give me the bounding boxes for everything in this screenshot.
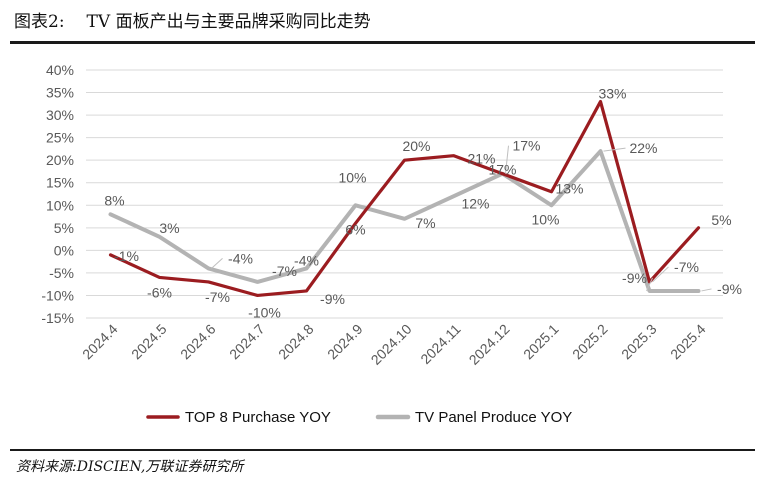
label-leader-lines: [211, 145, 712, 292]
x-tick-label: 2024.7: [226, 321, 268, 363]
gridlines: [86, 69, 723, 319]
legend: TOP 8 Purchase YOY TV Panel Produce YOY: [146, 409, 572, 426]
label-leader: [701, 288, 712, 292]
data-labels: -1%-6% -7%-10%-9%6%20%21%17%13%33%-7%5%8%…: [104, 86, 742, 321]
figure-title-block: 图表2: TV 面板产出与主要品牌采购同比走势: [14, 7, 371, 32]
data-label: -7%: [272, 263, 297, 279]
y-tick-label: -15%: [41, 310, 74, 326]
bottom-rule: [10, 449, 755, 451]
data-label: -10%: [248, 304, 281, 320]
y-tick-label: 25%: [46, 130, 74, 146]
data-label: -1%: [114, 248, 139, 264]
data-label: 7%: [415, 215, 435, 231]
data-label: 22%: [629, 140, 657, 156]
x-tick-label: 2024.4: [79, 321, 121, 363]
legend-entry-label: TV Panel Produce YOY: [415, 409, 572, 426]
y-tick-label: 0%: [54, 242, 74, 258]
data-label: -9%: [717, 281, 742, 297]
data-label: 33%: [598, 86, 626, 102]
y-tick-label: 15%: [46, 175, 74, 191]
label-leader: [603, 147, 626, 152]
data-label: 17%: [512, 138, 540, 154]
x-tick-label: 2024.6: [177, 321, 219, 363]
y-tick-label: 30%: [46, 107, 74, 123]
series-line-top8-purchase: [108, 99, 701, 298]
top-rule: [10, 41, 755, 44]
y-tick-label: 40%: [46, 62, 74, 78]
x-tick-label: 2024.8: [275, 321, 317, 363]
data-label: 21%: [467, 151, 495, 167]
figure-label: 图表2:: [14, 12, 65, 32]
x-tick-label: 2025.3: [618, 321, 660, 363]
label-leader: [652, 266, 669, 283]
x-tick-label: 2024.5: [128, 321, 170, 363]
series-lines: [108, 99, 701, 298]
data-label: 12%: [461, 195, 489, 211]
legend-entry-label: TOP 8 Purchase YOY: [185, 409, 331, 426]
data-label: 13%: [555, 181, 583, 197]
y-tick-label: -10%: [41, 287, 74, 303]
y-tick-label: -5%: [49, 265, 74, 281]
y-axis-ticks: 40% 35% 30% 25% 20% 15% 10% 5% 0% -5% -10% -15%: [41, 62, 74, 326]
x-tick-label: 2024.10: [368, 321, 415, 368]
data-label: 20%: [402, 138, 430, 154]
x-axis-ticks: 2024.4 2024.5 2024.6 2024.7 2024.8 2024.9 2024…: [79, 321, 709, 368]
data-label: -9%: [622, 270, 647, 286]
data-label: -4%: [294, 252, 319, 268]
x-tick-label: 2025.2: [569, 321, 611, 363]
data-label: 8%: [104, 192, 124, 208]
x-tick-label: 2024.11: [417, 321, 464, 368]
data-label: -7%: [205, 289, 230, 305]
data-label: 10%: [531, 211, 559, 227]
series-line-tv-panel-produce: [108, 149, 701, 293]
line-chart: 40% 35% 30% 25% 20% 15% 10% 5% 0% -5% -10% -15% 202…: [41, 62, 742, 426]
x-tick-label: 2024.12: [466, 321, 513, 368]
data-label: 17%: [488, 162, 516, 178]
data-label: 3%: [159, 220, 179, 236]
source-note: 资料来源:DISCIEN,万联证券研究所: [16, 459, 244, 475]
x-tick-label: 2024.9: [324, 321, 366, 363]
data-label: 5%: [711, 212, 731, 228]
label-leader: [211, 258, 223, 269]
figure-title: TV 面板产出与主要品牌采购同比走势: [86, 12, 371, 32]
x-tick-label: 2025.1: [520, 321, 562, 363]
label-leader: [646, 277, 653, 292]
data-label: -7%: [674, 259, 699, 275]
data-label: -4%: [228, 250, 253, 266]
y-tick-label: 35%: [46, 85, 74, 101]
y-tick-label: 10%: [46, 197, 74, 213]
label-leader: [505, 145, 509, 174]
data-label: 6%: [345, 221, 365, 237]
y-tick-label: 5%: [54, 220, 74, 236]
y-tick-label: 20%: [46, 152, 74, 168]
data-label: -9%: [320, 291, 345, 307]
data-label: 10%: [338, 169, 366, 185]
data-label: -6%: [147, 284, 172, 300]
x-tick-label: 2025.4: [667, 321, 709, 363]
